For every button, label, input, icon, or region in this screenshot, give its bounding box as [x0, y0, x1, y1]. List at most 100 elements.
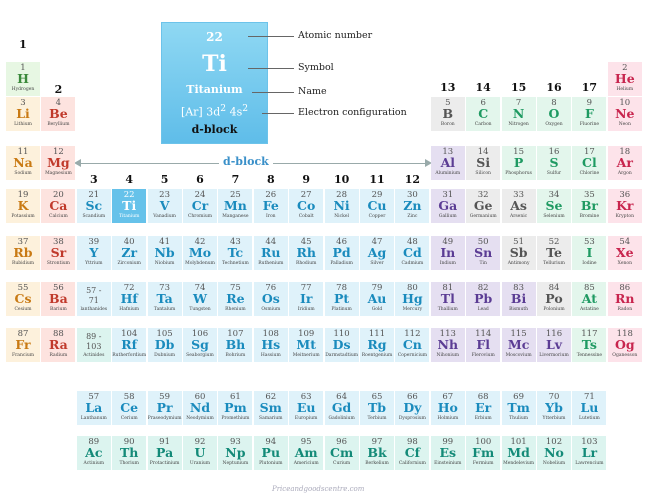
element-symbol: Co	[297, 198, 316, 213]
element-name: Tellurium	[543, 261, 565, 266]
element-name: Neodymium	[186, 416, 214, 421]
element-name: Livermorium	[539, 353, 569, 358]
element-symbol: Cm	[330, 445, 354, 460]
element-cell-cm: 96 Cm Curium	[324, 436, 359, 470]
element-name: Iridium	[297, 307, 315, 312]
element-symbol: V	[159, 198, 170, 213]
element-symbol: Ne	[615, 106, 635, 121]
atomic-number: 33	[513, 190, 524, 200]
atomic-number: 57	[88, 392, 100, 402]
element-symbol: Xe	[615, 245, 634, 260]
element-symbol: Ni	[333, 198, 350, 213]
element-symbol: Gd	[331, 400, 352, 415]
element-symbol: F	[584, 106, 594, 121]
element-name: Samarium	[259, 416, 283, 421]
leader-line-name	[252, 92, 294, 93]
element-name: Helium	[616, 87, 634, 92]
element-cell-ru: 44 Ru Ruthenium	[253, 236, 288, 270]
element-name: Chromium	[187, 214, 213, 219]
element-name: Barium	[50, 307, 67, 312]
element-cell-bh: 107 Bh Bohrium	[218, 328, 253, 362]
element-cell-lu: 71 Lu Lutetium	[572, 391, 607, 425]
element-symbol: Am	[294, 445, 318, 460]
element-cell-pt: 78 Pt Platinum	[324, 282, 359, 316]
element-symbol: S	[549, 155, 559, 170]
atomic-number: 54	[619, 237, 631, 247]
element-name: Indium	[439, 261, 456, 266]
key-atomic-number: 22	[206, 30, 223, 44]
element-cell-ba: 56 Ba Barium	[41, 282, 76, 316]
element-cell-ac: 89 Ac Actinium	[76, 436, 111, 470]
element-symbol: Pa	[156, 445, 174, 460]
element-name: Manganese	[222, 214, 249, 219]
element-symbol: Ts	[581, 337, 597, 352]
atomic-number: 72	[123, 283, 135, 293]
atomic-number: 88	[52, 329, 64, 339]
element-name: Ytterbium	[542, 416, 566, 421]
element-cell-lanthanides: 57 - 71 lanthanides	[76, 282, 111, 316]
element-symbol: Tb	[367, 400, 387, 415]
d-block-label: d-block	[219, 155, 273, 168]
d-block-left-arrow-icon	[74, 159, 81, 167]
element-symbol: At	[581, 291, 598, 306]
element-symbol: Fe	[262, 198, 279, 213]
element-name: Hafnium	[119, 307, 140, 312]
element-cell-ce: 58 Ce Cerium	[112, 391, 147, 425]
key-electron-configuration: [Ar] 3d2 4s2	[162, 103, 267, 119]
atomic-number: 118	[616, 329, 633, 339]
atomic-number: 31	[442, 190, 454, 200]
element-name: Lanthanum	[80, 416, 107, 421]
element-symbol: La	[85, 400, 103, 415]
element-symbol: Ir	[299, 291, 313, 306]
element-symbol: Es	[439, 445, 457, 460]
atomic-number: 43	[229, 237, 241, 247]
atomic-number: 48	[406, 237, 418, 247]
element-symbol: Po	[545, 291, 563, 306]
element-cell-am: 95 Am Americium	[289, 436, 324, 470]
element-cell-tc: 43 Tc Technetium	[218, 236, 253, 270]
element-cell-cn: 112 Cn Copernicium	[395, 328, 430, 362]
element-cell-p: 15 P Phosphorus	[501, 146, 536, 180]
element-cell-pb: 82 Pb Lead	[466, 282, 501, 316]
atomic-number: 13	[442, 147, 454, 157]
element-symbol: Lv	[545, 337, 563, 352]
element-name: Rhodium	[295, 261, 317, 266]
element-name: Cesium	[14, 307, 32, 312]
element-cell-rb: 37 Rb Rubidium	[6, 236, 40, 270]
atomic-number: 49	[442, 237, 454, 247]
element-symbol: Ds	[332, 337, 351, 352]
element-name: Seaborgium	[186, 353, 214, 358]
element-cell-hs: 108 Hs Hassium	[253, 328, 288, 362]
group-label-16: 16	[546, 81, 562, 94]
element-name: Bismuth	[509, 307, 529, 312]
element-symbol: Sn	[474, 245, 493, 260]
element-symbol: Pb	[474, 291, 493, 306]
atomic-number: 32	[477, 190, 489, 200]
atomic-number: 57 - 71	[86, 286, 102, 305]
element-cell-hg: 80 Hg Mercury	[395, 282, 430, 316]
element-symbol: K	[17, 198, 29, 213]
element-cell-bi: 83 Bi Bismuth	[501, 282, 536, 316]
atomic-number: 46	[336, 237, 347, 247]
atomic-number: 71	[583, 392, 595, 402]
element-cell-na: 11 Na Sodium	[6, 146, 40, 180]
element-cell-br: 35 Br Bromine	[572, 189, 607, 223]
element-cell-ni: 28 Ni Nickel	[324, 189, 359, 223]
element-name: Sulfur	[546, 171, 562, 176]
atomic-number: 95	[300, 437, 312, 447]
atomic-number: 74	[194, 283, 206, 293]
atomic-number: 84	[548, 283, 560, 293]
element-symbol: Dy	[403, 400, 422, 415]
element-name: Palladium	[330, 261, 353, 266]
element-name: Rubidium	[11, 261, 35, 266]
element-name: Meitnerium	[292, 353, 320, 358]
element-symbol: Lu	[580, 400, 599, 415]
element-symbol: I	[586, 245, 593, 260]
element-symbol: Pr	[156, 400, 173, 415]
element-name: Platinum	[331, 307, 352, 312]
atomic-number: 39	[88, 237, 100, 247]
atomic-number: 75	[229, 283, 241, 293]
element-name: Mendelevium	[503, 461, 535, 466]
atomic-number: 42	[194, 237, 206, 247]
element-name: Roentgenium	[361, 353, 393, 358]
